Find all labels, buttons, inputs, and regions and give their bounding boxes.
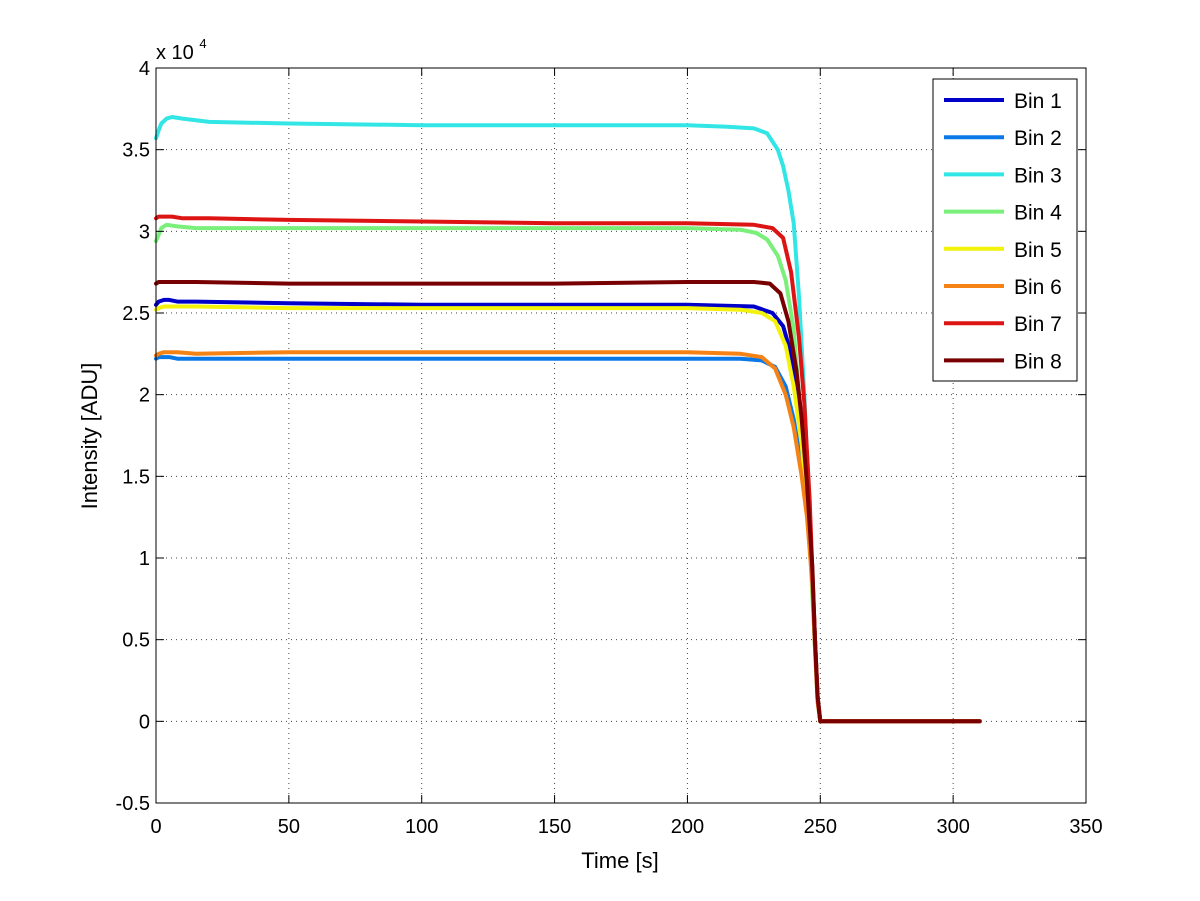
legend-label-bin-6: Bin 6 — [1014, 276, 1062, 299]
y-tick-label: 2 — [139, 385, 150, 407]
axes-frame — [155, 67, 1087, 804]
series-group — [154, 115, 982, 724]
x-tick-label: 350 — [1069, 816, 1102, 838]
legend-label-bin-2: Bin 2 — [1014, 127, 1062, 150]
legend-label-bin-7: Bin 7 — [1014, 313, 1062, 336]
legend-label-bin-1: Bin 1 — [1014, 90, 1062, 113]
y-tick-label: 0.5 — [122, 630, 150, 652]
y-tick-label: 4 — [139, 58, 150, 80]
x-tick-label: 250 — [804, 816, 837, 838]
legend-label-bin-3: Bin 3 — [1014, 164, 1062, 187]
y-tick-label: 1.5 — [122, 466, 150, 488]
legend-label-bin-5: Bin 5 — [1014, 239, 1062, 262]
ticks: 0 50 100 150 200 250 300 350-0.500.511.522.533.… — [116, 58, 1103, 838]
plot-area — [156, 68, 1086, 803]
legend-label-bin-8: Bin 8 — [1014, 350, 1062, 373]
x-axis-label: Time [s] — [581, 848, 658, 873]
y-axis-label: Intensity [ADU] — [77, 363, 102, 510]
legend-box — [932, 78, 1078, 382]
x-tick-label: 100 — [405, 816, 438, 838]
grid — [156, 68, 1086, 803]
x-tick-label: 300 — [936, 816, 969, 838]
y-tick-label: 1 — [139, 548, 150, 570]
x-tick-label: 0 — [150, 816, 161, 838]
y-scale-exponent: 4 — [199, 36, 206, 51]
series-line-bin-8 — [154, 280, 982, 724]
legend: Bin 1 Bin 2 Bin 3 Bin 4 Bin 5 Bin 6 Bin 7 Bin 8 — [932, 78, 1078, 382]
x-tick-label: 150 — [538, 816, 571, 838]
legend-label-bin-4: Bin 4 — [1014, 202, 1062, 225]
y-tick-label: 3.5 — [122, 140, 150, 162]
x-tick-label: 50 — [278, 816, 300, 838]
y-tick-label: -0.5 — [116, 793, 150, 815]
x-tick-label: 200 — [671, 816, 704, 838]
y-tick-label: 0 — [139, 711, 150, 733]
y-scale-base: x 10 — [156, 42, 194, 64]
y-tick-label: 3 — [139, 221, 150, 243]
y-scale-factor: x 10 4 — [156, 36, 207, 64]
y-tick-label: 2.5 — [122, 303, 150, 325]
